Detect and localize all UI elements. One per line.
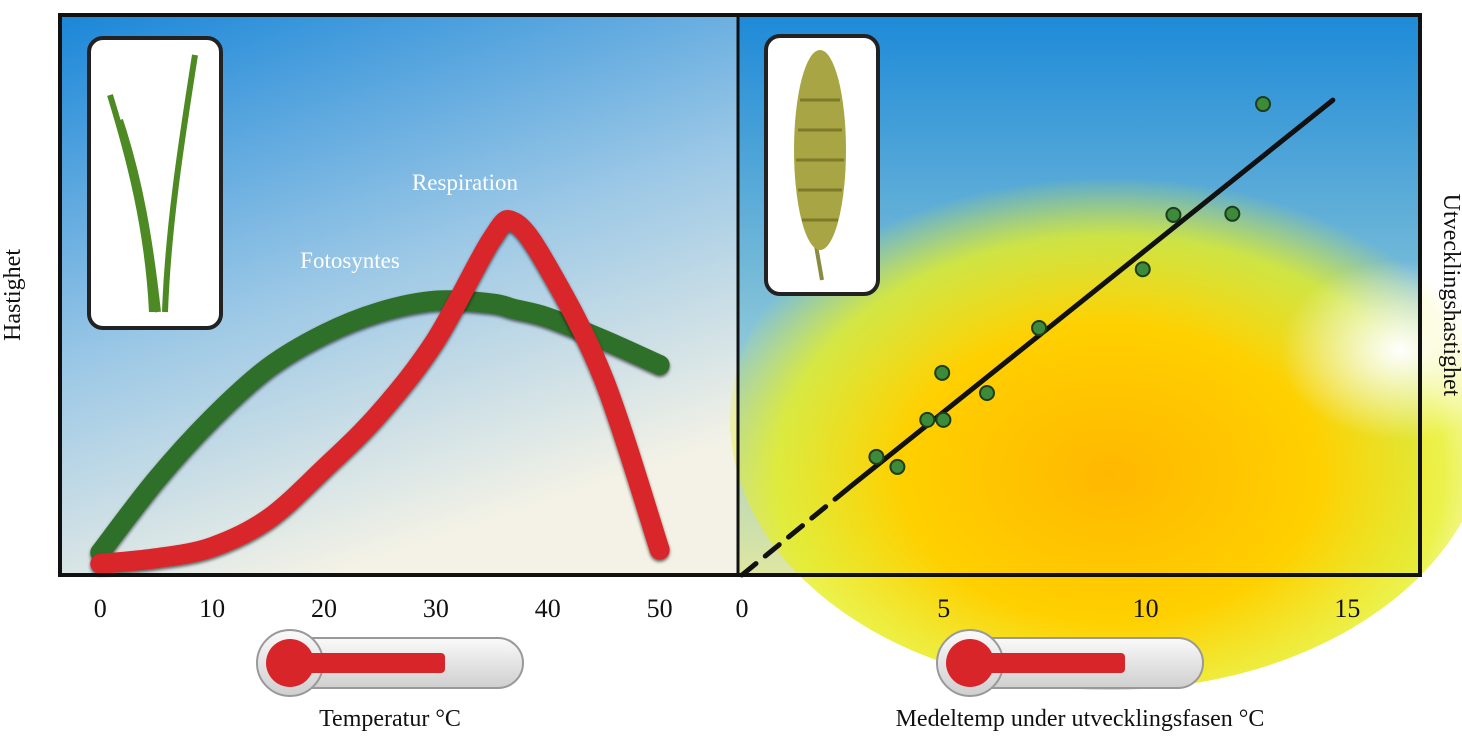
x-tick-label: 0 (736, 594, 749, 623)
y-axis-label: Hastighet (0, 249, 26, 341)
data-point (936, 413, 950, 427)
data-point (935, 366, 949, 380)
x-tick-label: 10 (199, 594, 225, 623)
data-point (1225, 207, 1239, 221)
x-axis-label: Medeltemp under utvecklingsfasen °C (896, 706, 1265, 732)
series-label: Fotosyntes (300, 248, 400, 273)
x-axis-label: Temperatur °C (319, 706, 461, 732)
y-axis-label: Utvecklingshastighet (1438, 194, 1462, 397)
data-point (890, 460, 904, 474)
data-point (1136, 262, 1150, 276)
leaf-icon (89, 38, 221, 328)
data-point (869, 450, 883, 464)
data-point (1166, 208, 1180, 222)
data-point (920, 413, 934, 427)
x-tick-label: 30 (423, 594, 449, 623)
x-tick-label: 0 (94, 594, 107, 623)
data-point (1032, 321, 1046, 335)
x-tick-label: 50 (647, 594, 673, 623)
x-tick-label: 10 (1133, 594, 1159, 623)
thermometer (937, 630, 1203, 696)
x-tick-label: 20 (311, 594, 337, 623)
data-point (1256, 97, 1270, 111)
series-label: Respiration (412, 170, 519, 195)
thermometer (257, 630, 523, 696)
chart: Hastighet Utvecklingshastighet Temperatu… (0, 0, 1462, 736)
x-tick-label: 15 (1334, 594, 1360, 623)
x-tick-label: 5 (937, 594, 950, 623)
data-point (980, 386, 994, 400)
x-tick-label: 40 (535, 594, 561, 623)
wheat-icon (766, 36, 878, 294)
